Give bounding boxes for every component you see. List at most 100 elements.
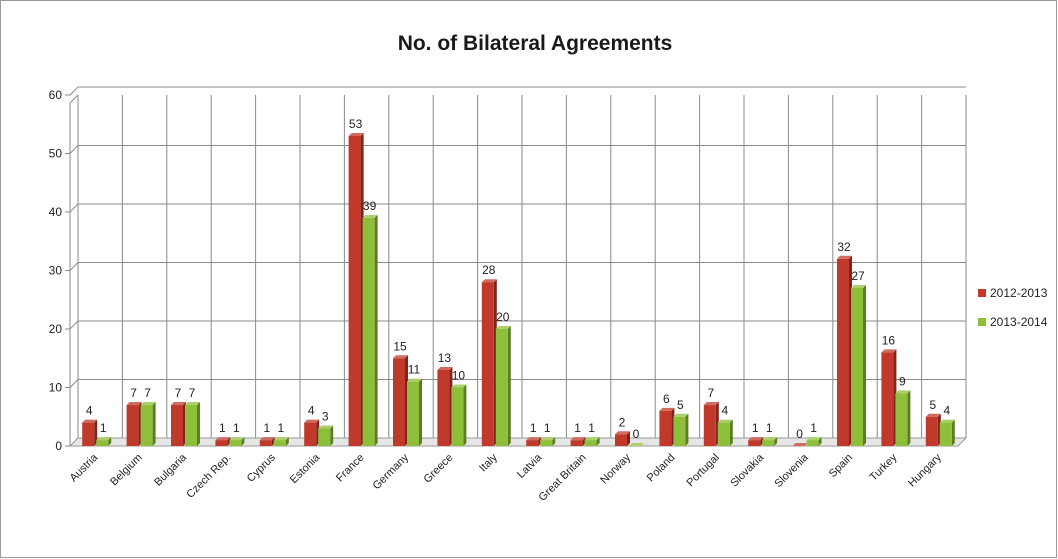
bar-side [863,285,866,446]
data-label: 7 [175,386,182,400]
chart-title: No. of Bilateral Agreements [398,32,673,55]
x-tick-label: France [334,452,367,485]
bar [82,422,95,446]
x-tick-label: Germany [371,451,412,492]
bar [540,440,553,446]
bar-side [419,378,422,446]
x-tick-label: Cyprus [245,451,278,484]
bar [362,217,375,446]
x-tick-label: Hungary [906,451,944,489]
bar-top [126,402,142,406]
bar-side [108,437,112,446]
data-label: 5 [929,398,936,412]
gridline-depth [69,262,79,271]
bar-top [393,355,408,359]
bar-side [94,419,98,446]
bar-side [729,419,733,446]
bar-top [837,255,852,259]
bars [82,132,955,446]
bar-top [171,402,186,406]
data-label: 2 [619,415,626,429]
data-label: 9 [899,374,906,388]
data-label: 1 [530,421,537,435]
bar-top [185,402,200,406]
legend-entry: 2012-2013 [990,286,1048,300]
y-tick-label: 60 [49,88,63,102]
bar [526,440,539,446]
bar [229,440,242,446]
bar [171,405,183,446]
data-label: 1 [588,421,595,435]
gridline-depth [69,145,79,154]
bar-top [304,419,320,423]
bar-top [481,279,497,283]
bar [673,416,686,446]
data-label: 7 [144,386,151,400]
bar-side [197,402,200,446]
bar-top [437,366,453,370]
data-label: 1 [544,421,551,435]
bar-top [895,390,911,394]
data-label: 28 [482,263,496,277]
gridlines [69,86,967,447]
bar [717,422,730,446]
bar [495,329,508,446]
bar-top [407,378,422,382]
bar [304,422,317,446]
bar [140,405,153,446]
data-label: 53 [349,117,363,131]
gridline-depth [69,320,79,330]
bar-side [685,413,689,446]
bar [748,440,761,446]
bar-side [227,437,231,446]
bar-top [570,437,586,441]
x-tick-label: Austria [68,451,101,484]
bar-side [818,437,822,446]
bar-top [748,437,764,441]
bar [570,440,583,446]
data-label: 1 [263,421,270,435]
bar-side [627,431,630,446]
bar [851,288,863,446]
data-label: 3 [322,409,329,423]
bar-top [584,437,600,441]
data-label: 39 [363,199,377,213]
bar [393,358,405,446]
bar-top [495,326,511,329]
bar [259,440,272,446]
y-tick-label: 40 [49,205,63,219]
x-tick-label: Czech Rep. [184,452,233,501]
bar-side [951,419,955,446]
bar-side [285,437,289,446]
bar [318,428,331,446]
y-tick-label: 20 [49,322,63,336]
bar-top [318,425,334,429]
y-axis-depth [69,94,79,104]
bar [895,393,908,446]
bar-top [362,214,378,218]
bar [939,422,952,446]
bar-top [925,413,941,417]
data-label: 7 [130,386,137,400]
bar [96,440,109,446]
bar [215,440,228,446]
data-label: 1 [752,421,759,435]
x-tick-label: Italy [477,451,500,474]
x-tick-label: Estonia [288,451,323,486]
data-label: 5 [677,398,684,412]
data-label: 16 [882,333,896,347]
bar [273,440,286,446]
bar-top [881,349,897,353]
y-tick-label: 10 [49,381,63,395]
bar-top [348,132,364,136]
data-label: 7 [189,386,196,400]
bar-top [229,437,245,441]
x-tick-label: Belgium [108,452,145,489]
bar-top [540,437,556,441]
legend-entry: 2013-2014 [990,315,1048,329]
bar [481,282,494,446]
bar-top [851,285,866,289]
gridline-depth [69,379,79,388]
data-label: 20 [496,310,510,324]
